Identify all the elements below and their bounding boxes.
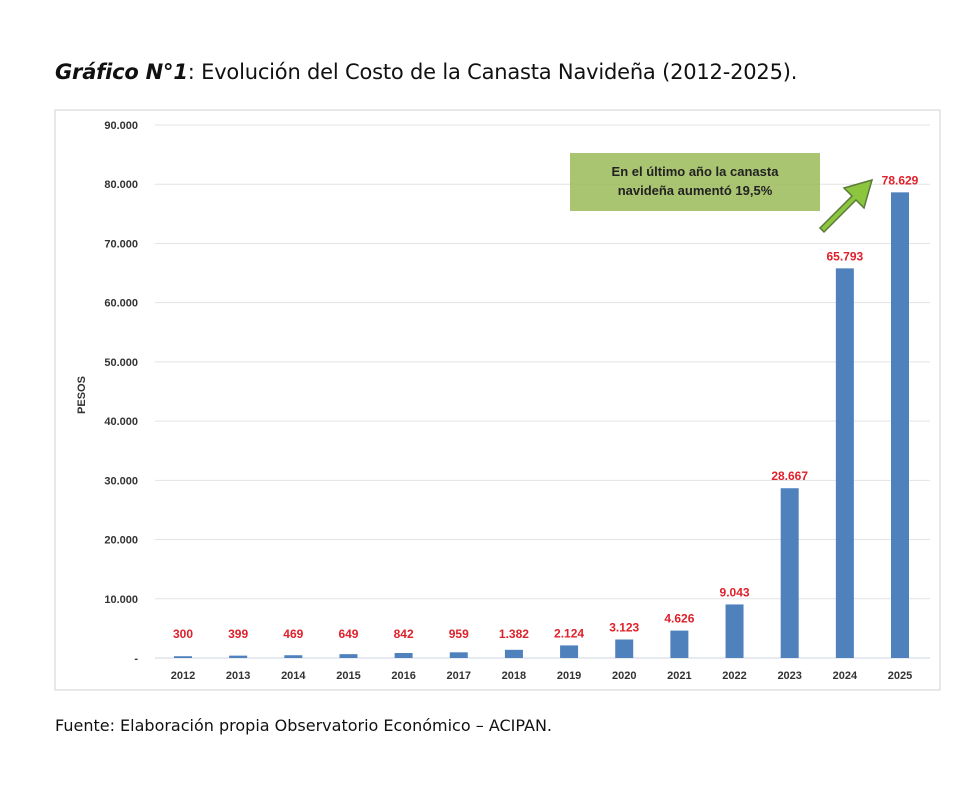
bar-2013: [229, 655, 248, 658]
x-tick-label: 2024: [833, 670, 858, 682]
y-tick-label: 70.000: [104, 238, 138, 250]
bar-2012: [174, 656, 192, 658]
y-tick-label: 60.000: [104, 298, 138, 310]
data-label-2013: 399: [228, 627, 248, 641]
bar-2017: [449, 652, 468, 658]
data-label-2025: 78.629: [882, 173, 919, 187]
data-label-2017: 959: [449, 627, 469, 641]
data-label-2012: 300: [173, 627, 193, 641]
bar-2025: [891, 192, 909, 658]
x-tick-label: 2014: [281, 670, 306, 682]
annotation-box: [570, 153, 820, 211]
y-tick-label: 20.000: [104, 535, 138, 547]
bar-2023: [780, 488, 799, 658]
y-tick-label: -: [134, 653, 138, 665]
bar-2018: [504, 649, 523, 658]
x-tick-label: 2023: [777, 670, 801, 682]
title-bold: Gráfico N°1: [55, 60, 188, 84]
source-note: Fuente: Elaboración propia Observatorio …: [55, 716, 552, 735]
data-label-2024: 65.793: [826, 249, 863, 263]
x-tick-label: 2025: [888, 670, 912, 682]
x-tick-label: 2015: [336, 670, 360, 682]
x-tick-label: 2021: [667, 670, 691, 682]
x-tick-label: 2019: [557, 670, 581, 682]
x-tick-label: 2017: [447, 670, 471, 682]
y-tick-label: 50.000: [104, 357, 138, 369]
annotation: En el último año la canasta navideña aum…: [570, 153, 874, 234]
x-tick-label: 2020: [612, 670, 636, 682]
bar-2021: [670, 630, 689, 658]
bar-2024: [835, 268, 854, 658]
y-tick-label: 30.000: [104, 475, 138, 487]
title-rest: : Evolución del Costo de la Canasta Navi…: [187, 60, 798, 84]
bar-2014: [284, 655, 303, 658]
page-title: Gráfico N°1: Evolución del Costo de la C…: [55, 60, 797, 84]
data-label-2022: 9.043: [720, 585, 750, 599]
data-label-2015: 649: [338, 627, 358, 641]
y-tick-label: 40.000: [104, 416, 138, 428]
bar-2022: [725, 604, 744, 658]
annotation-line-1: En el último año la canasta: [612, 164, 780, 179]
data-label-2019: 2.124: [554, 626, 584, 640]
x-tick-label: 2022: [722, 670, 746, 682]
y-axis-label: PESOS: [76, 376, 88, 414]
bar-2019: [560, 645, 579, 658]
bar-2020: [615, 639, 634, 658]
y-tick-label: 80.000: [104, 179, 138, 191]
x-tick-label: 2013: [226, 670, 250, 682]
annotation-line-2: navideña aumentó 19,5%: [618, 183, 773, 198]
y-tick-label: 90.000: [104, 120, 138, 132]
y-tick-label: 10.000: [104, 594, 138, 606]
up-arrow-icon: [818, 178, 874, 234]
x-tick-label: 2016: [391, 670, 415, 682]
data-label-2021: 4.626: [664, 612, 694, 626]
data-label-2023: 28.667: [771, 469, 808, 483]
data-label-2018: 1.382: [499, 627, 529, 641]
data-label-2014: 469: [283, 627, 303, 641]
x-tick-label: 2018: [502, 670, 526, 682]
x-tick-label: 2012: [171, 670, 195, 682]
bar-2016: [394, 653, 413, 658]
data-label-2016: 842: [394, 627, 414, 641]
data-label-2020: 3.123: [609, 621, 639, 635]
bar-2015: [339, 654, 358, 658]
